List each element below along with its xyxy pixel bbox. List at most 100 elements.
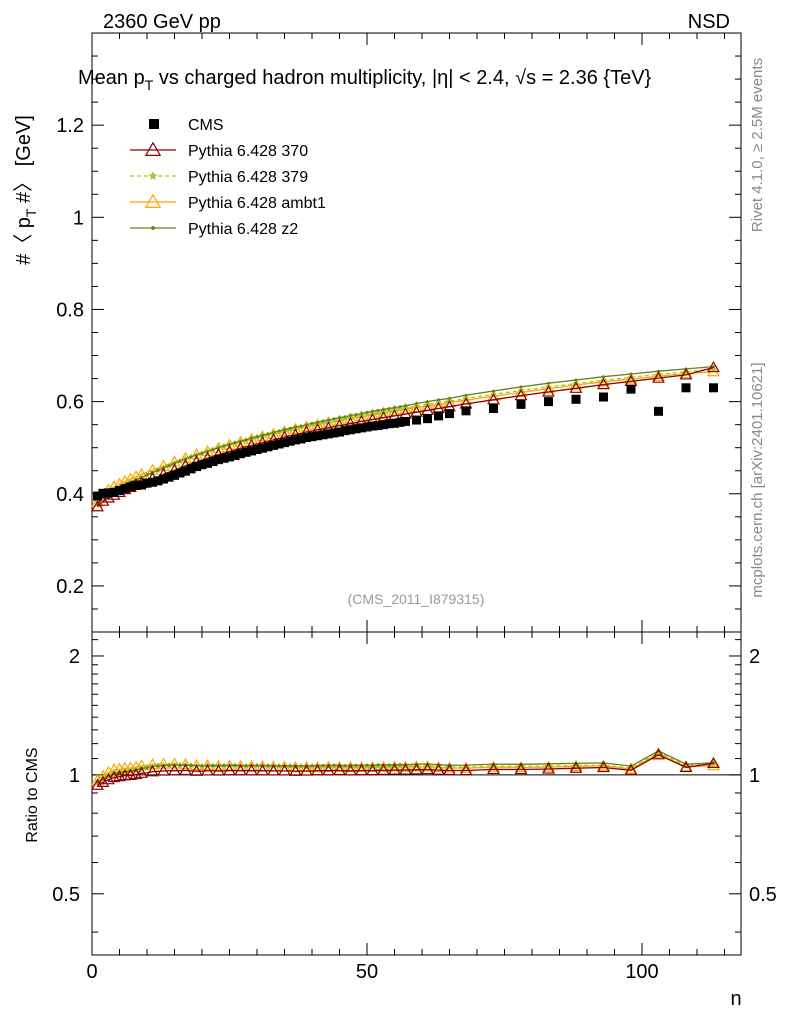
point-pythia-6-428-z2: [338, 416, 341, 420]
point-cms: [335, 427, 344, 437]
point-cms: [291, 435, 300, 445]
point-cms: [186, 464, 196, 474]
ratio-point-pythia-6-428-370: [459, 763, 473, 776]
ratio-point-pythia-6-428-370: [388, 763, 401, 775]
point-cms: [318, 430, 328, 440]
x-axis-label: n: [730, 988, 741, 1010]
point-pythia-6-428-379: [319, 419, 327, 426]
point-pythia-6-428-z2: [382, 408, 385, 411]
header-right: NSD: [688, 11, 730, 33]
point-cms: [120, 484, 130, 494]
point-pythia-6-428-z2: [299, 424, 303, 428]
point-cms: [395, 417, 405, 427]
ratio-point-pythia-6-428-ambt1: [168, 757, 181, 769]
point-pythia-6-428-z2: [200, 451, 204, 455]
point-cms: [357, 423, 366, 433]
point-pythia-6-428-z2: [332, 417, 336, 421]
ratio-point-pythia-6-428-z2: [343, 764, 347, 768]
point-cms: [131, 480, 141, 490]
point-pythia-6-428-z2: [167, 464, 171, 468]
point-pythia-6-428-z2: [228, 443, 231, 446]
ratio-point-pythia-6-428-379: [627, 764, 635, 771]
point-cms: [324, 429, 333, 439]
ratio-plot-frame: [91, 631, 742, 956]
ratio-point-pythia-6-428-370: [300, 764, 313, 776]
point-pythia-6-428-ambt1: [652, 369, 665, 381]
point-cms: [307, 432, 317, 442]
point-pythia-6-428-z2: [365, 410, 369, 414]
main-plot-series: [91, 360, 720, 512]
ratio-point-pythia-6-428-ambt1: [157, 757, 170, 769]
title-sub-t: T: [145, 77, 154, 93]
point-pythia-6-428-379: [347, 413, 354, 421]
point-cms: [230, 451, 240, 461]
point-pythia-6-428-370: [597, 377, 610, 390]
point-pythia-6-428-370: [487, 393, 500, 405]
ratio-point-pythia-6-428-370: [234, 764, 247, 776]
ratio-point-pythia-6-428-ambt1: [377, 760, 390, 772]
ratio-point-pythia-6-428-370: [267, 764, 280, 776]
ratio-point-pythia-6-428-z2: [211, 764, 215, 768]
point-pythia-6-428-379: [363, 410, 371, 418]
point-pythia-6-428-379: [374, 409, 382, 416]
legend-marker-pythia-6-428-370: [144, 141, 162, 156]
main-plot-axes: 0.2 0.4 0.6 0.8 1 1.2: [56, 32, 742, 633]
point-pythia-6-428-z2: [266, 432, 270, 436]
point-pythia-6-428-z2: [294, 425, 297, 429]
ratio-point-pythia-6-428-z2: [255, 764, 259, 767]
point-pythia-6-428-z2: [189, 455, 193, 459]
point-pythia-6-428-z2: [492, 389, 495, 393]
mcplots-label: mcplots.cern.ch [arXiv:2401.10621]: [749, 362, 766, 597]
plot-title: Mean pT vs charged hadron multiplicity, …: [78, 67, 652, 93]
point-cms: [280, 438, 289, 448]
ratio-point-pythia-6-428-370: [245, 764, 258, 776]
ratio-point-pythia-6-428-370: [569, 761, 583, 773]
point-cms: [258, 443, 267, 453]
ratio-point-pythia-6-428-z2: [321, 763, 325, 767]
point-pythia-6-428-z2: [217, 446, 220, 450]
point-pythia-6-428-z2: [195, 453, 198, 457]
point-pythia-6-428-z2: [629, 372, 633, 376]
ratio-point-pythia-6-428-370: [102, 773, 115, 785]
point-pythia-6-428-379: [396, 405, 404, 412]
point-cms: [351, 424, 361, 434]
ratio-point-pythia-6-428-z2: [189, 763, 193, 767]
point-cms: [274, 439, 284, 449]
ratio-point-pythia-6-428-z2: [145, 766, 149, 770]
point-cms: [247, 446, 256, 456]
point-cms: [461, 406, 471, 416]
point-pythia-6-428-z2: [261, 433, 264, 437]
series-line-pythia-6-428-370: [97, 366, 714, 508]
point-cms: [175, 468, 185, 478]
ratio-point-pythia-6-428-z2: [222, 764, 226, 767]
y-tick-label: 1: [73, 207, 84, 229]
ratio-point-pythia-6-428-z2: [299, 764, 303, 768]
point-cms: [412, 415, 421, 425]
ratio-point-pythia-6-428-370: [355, 763, 368, 776]
ylabel-pre: #〈 p: [13, 217, 35, 265]
point-pythia-6-428-379: [710, 365, 717, 372]
point-pythia-6-428-ambt1: [514, 385, 528, 398]
title-rest: vs charged hadron multiplicity,: [153, 67, 432, 89]
point-pythia-6-428-z2: [657, 369, 660, 373]
ratio-point-pythia-6-428-z2: [178, 763, 182, 767]
point-pythia-6-428-z2: [250, 436, 253, 440]
legend-label-cms: CMS: [188, 117, 224, 134]
ratio-point-pythia-6-428-370: [91, 778, 104, 790]
point-pythia-6-428-370: [707, 360, 720, 373]
ratio-point-pythia-6-428-370: [135, 766, 148, 778]
point-pythia-6-428-z2: [415, 402, 418, 405]
ratio-point-pythia-6-428-370: [399, 763, 412, 775]
point-pythia-6-428-379: [352, 412, 360, 420]
point-cms: [148, 477, 157, 487]
point-pythia-6-428-379: [655, 370, 662, 378]
point-cms: [626, 384, 636, 394]
point-cms: [219, 453, 229, 463]
ratio-point-pythia-6-428-370: [333, 763, 346, 776]
point-pythia-6-428-z2: [233, 441, 237, 445]
ratio-point-pythia-6-428-z2: [288, 764, 292, 768]
point-pythia-6-428-z2: [211, 448, 215, 451]
ratio-point-pythia-6-428-z2: [310, 764, 314, 768]
point-cms: [159, 474, 168, 484]
series-line-pythia-6-428-379: [97, 368, 714, 504]
